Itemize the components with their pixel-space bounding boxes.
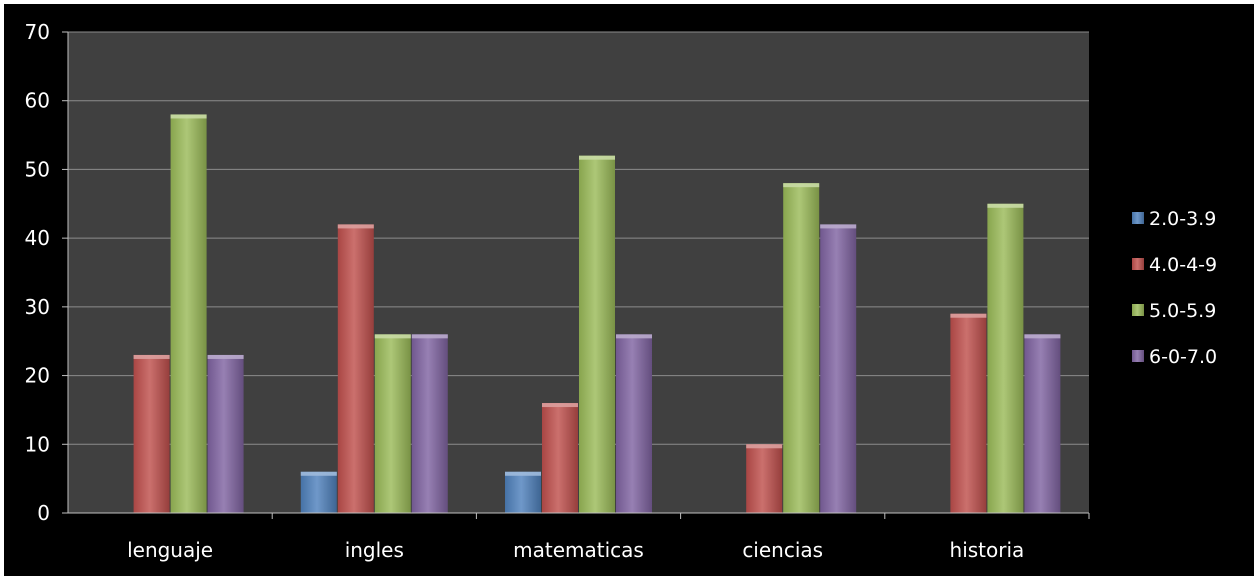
bar-top-highlight [542,403,578,408]
bar-top-highlight [411,334,448,339]
legend-label: 5.0-5.9 [1149,300,1216,322]
y-tick-label: 0 [37,501,50,525]
x-tick-label: ciencias [742,538,823,562]
bar-top-highlight [1024,334,1061,339]
x-tick-label: historia [950,538,1025,562]
y-tick-label: 40 [25,226,50,250]
bar-top-highlight [207,354,244,359]
x-tick-labels: lenguaje ingles matematicas ciencias histori… [127,538,1024,562]
x-tick-label: lenguaje [127,538,213,562]
bar-top-highlight [783,183,820,188]
bars [133,114,1061,514]
bar [207,354,244,513]
bar [411,334,448,513]
y-tick-label: 50 [25,157,50,181]
y-tick-label: 10 [25,432,50,456]
legend-item: 6-0-7.0 [1132,346,1217,368]
bar [374,334,411,513]
legend-swatch [1132,304,1144,316]
bar [300,471,337,513]
bar-top-highlight [987,203,1024,208]
x-tick-label: matematicas [513,538,644,562]
y-tick-labels: 0 10 20 30 40 50 60 70 [25,20,50,525]
y-tick-label: 70 [25,20,50,44]
bar [616,334,652,513]
bar [987,203,1024,514]
legend-label: 2.0-3.9 [1149,208,1216,230]
bar-top-highlight [820,224,857,229]
bar [337,224,374,513]
legend-swatch [1132,258,1144,270]
bar-top-highlight [300,471,337,476]
legend-item: 5.0-5.9 [1132,300,1216,322]
legend-item: 2.0-3.9 [1132,208,1216,230]
bar-top-highlight [746,444,783,449]
bar [542,403,578,513]
bar [133,354,170,513]
bar [505,471,541,513]
bar [950,313,987,513]
x-tick-label: ingles [345,538,404,562]
legend-swatch [1132,350,1144,362]
y-tick-label: 30 [25,295,50,319]
bar-top-highlight [579,155,615,160]
legend-item: 4.0-4-9 [1132,254,1217,276]
chart-frame: 0 10 20 30 40 50 60 70 lenguaje ingles matematica… [4,4,1254,576]
y-tick-label: 60 [25,89,50,113]
bar [1024,334,1061,513]
bar [820,224,857,513]
bar [783,183,820,513]
bar-top-highlight [950,313,987,318]
bar-chart: 0 10 20 30 40 50 60 70 lenguaje ingles matematica… [25,20,1218,562]
y-tick-label: 20 [25,364,50,388]
bar-top-highlight [505,471,541,476]
bar [170,114,207,513]
legend: 2.0-3.9 4.0-4-9 5.0-5.9 6-0-7.0 [1132,208,1217,368]
bar-top-highlight [337,224,374,229]
bar [579,155,615,513]
legend-label: 6-0-7.0 [1149,346,1217,368]
bar [746,444,783,513]
bar-top-highlight [170,114,207,119]
legend-swatch [1132,212,1144,224]
axes [67,32,1090,519]
bar-top-highlight [616,334,652,339]
bar-top-highlight [374,334,411,339]
legend-label: 4.0-4-9 [1149,254,1217,276]
bar-top-highlight [133,354,170,359]
